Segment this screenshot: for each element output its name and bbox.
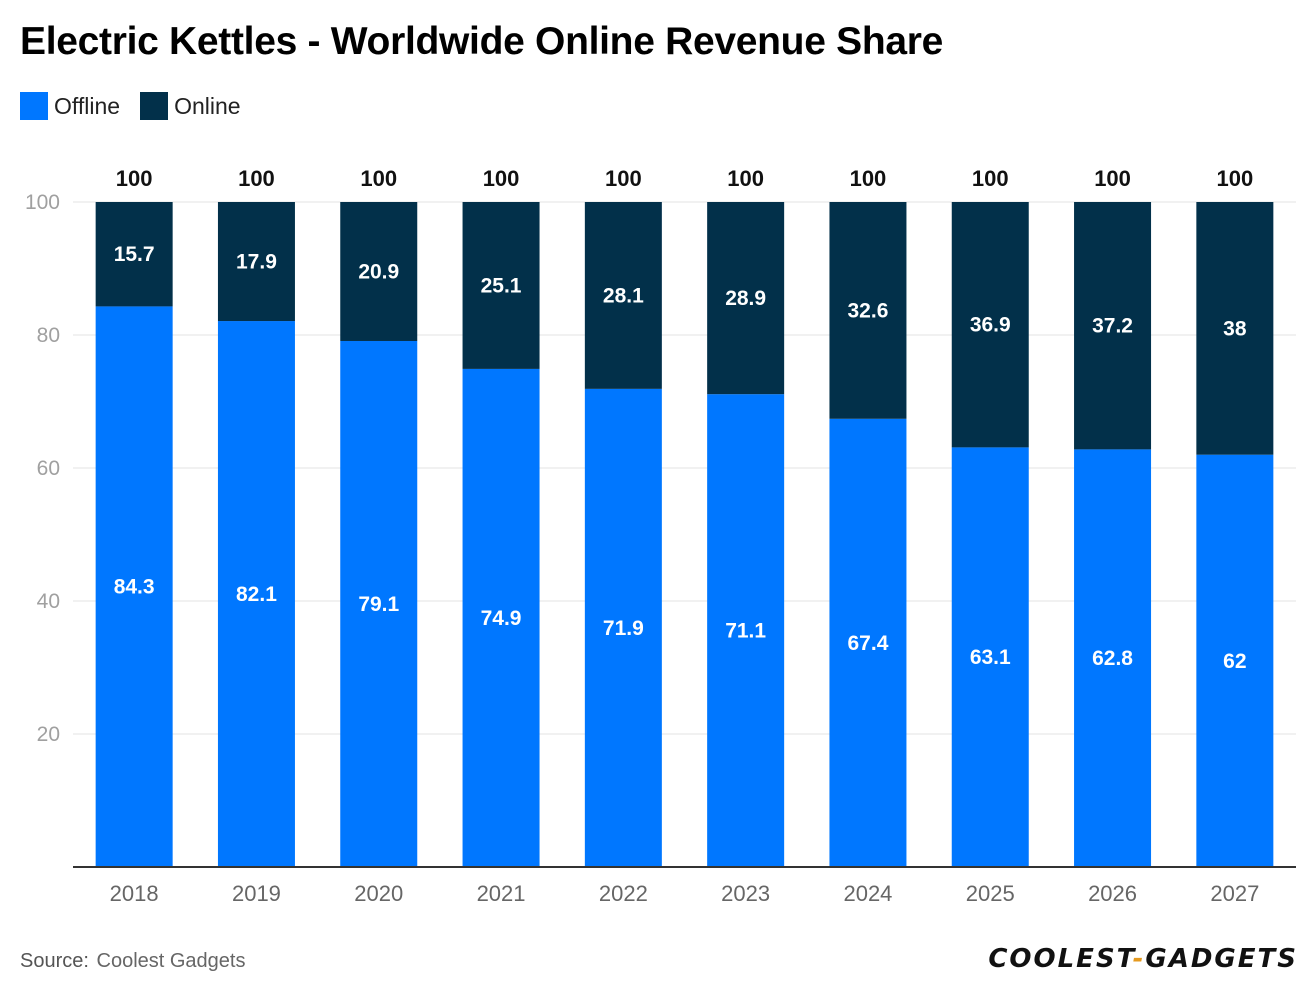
y-tick-label: 60 (37, 457, 60, 480)
data-label-online: 28.9 (725, 287, 766, 310)
total-label: 100 (972, 166, 1009, 191)
bar-offline (462, 368, 540, 867)
data-label-offline: 62 (1223, 650, 1246, 673)
bar-offline (340, 340, 418, 867)
x-tick-label: 2021 (477, 881, 526, 906)
bar-online (1196, 202, 1274, 455)
y-tick-label: 20 (37, 723, 60, 746)
x-tick-label: 2020 (354, 881, 403, 906)
bar-online (462, 202, 540, 369)
x-tick-label: 2022 (599, 881, 648, 906)
data-label-online: 38 (1223, 317, 1247, 340)
data-label-online: 20.9 (358, 260, 399, 283)
source-note: Source: Coolest Gadgets (20, 950, 245, 973)
data-label-offline: 82.1 (236, 583, 277, 606)
legend-label-online: Online (174, 92, 241, 119)
source-label: Source: (20, 950, 89, 972)
bar-online (217, 202, 295, 322)
bar-offline (707, 394, 785, 867)
brand-logo-left: COOLEST (988, 944, 1133, 974)
x-tick-label: 2024 (843, 881, 892, 906)
bar-offline (951, 447, 1029, 867)
data-label-online: 36.9 (970, 314, 1011, 337)
legend-item-offline[interactable]: Offline (20, 92, 120, 120)
brand-logo: COOLEST-GADGETS (988, 944, 1298, 974)
data-label-offline: 63.1 (970, 646, 1011, 669)
data-label-online: 32.6 (848, 299, 889, 322)
x-tick-label: 2023 (721, 881, 770, 906)
bar-online (951, 202, 1029, 448)
bar-online (1074, 202, 1152, 450)
data-label-online: 15.7 (114, 243, 155, 266)
bar-offline (584, 388, 662, 867)
data-label-online: 37.2 (1092, 315, 1133, 338)
x-tick-label: 2026 (1088, 881, 1137, 906)
bar-online (95, 202, 173, 307)
total-label: 100 (1094, 166, 1131, 191)
bar-offline (95, 306, 173, 867)
x-tick-label: 2027 (1210, 881, 1259, 906)
bar-offline (829, 418, 907, 867)
chart-title: Electric Kettles - Worldwide Online Reve… (20, 20, 944, 63)
total-label: 100 (605, 166, 642, 191)
total-label: 100 (116, 166, 153, 191)
data-label-offline: 74.9 (481, 607, 522, 630)
bar-offline (1074, 449, 1152, 867)
brand-logo-right: GADGETS (1145, 944, 1298, 974)
legend-item-online[interactable]: Online (140, 92, 241, 120)
data-label-online: 28.1 (603, 284, 644, 307)
x-tick-label: 2019 (232, 881, 281, 906)
legend-label-offline: Offline (54, 92, 121, 119)
total-label: 100 (727, 166, 764, 191)
legend-swatch-offline (20, 92, 48, 120)
data-label-online: 17.9 (236, 251, 277, 274)
total-label: 100 (483, 166, 520, 191)
data-label-offline: 71.9 (603, 617, 644, 640)
y-tick-label: 80 (37, 324, 60, 347)
total-label: 100 (238, 166, 275, 191)
bar-online (829, 202, 907, 419)
bar-online (340, 202, 418, 341)
bar-online (584, 202, 662, 389)
bar-offline (217, 321, 295, 867)
total-label: 100 (850, 166, 887, 191)
y-tick-label: 100 (25, 191, 60, 214)
bar-offline (1196, 454, 1274, 867)
legend-swatch-online (140, 92, 169, 120)
x-tick-label: 2018 (110, 881, 159, 906)
bar-online (707, 202, 785, 395)
data-label-offline: 62.8 (1092, 647, 1133, 670)
data-label-offline: 67.4 (848, 632, 889, 655)
total-label: 100 (1216, 166, 1253, 191)
source-name: Coolest Gadgets (96, 950, 246, 972)
total-label: 100 (360, 166, 397, 191)
legend: Offline Online (20, 92, 261, 120)
data-label-offline: 79.1 (358, 593, 399, 616)
x-tick-label: 2025 (966, 881, 1015, 906)
brand-logo-separator: - (1132, 944, 1146, 974)
y-tick-label: 40 (37, 590, 60, 613)
data-label-offline: 71.1 (725, 620, 766, 643)
data-label-offline: 84.3 (114, 576, 155, 599)
data-label-online: 25.1 (481, 274, 522, 297)
